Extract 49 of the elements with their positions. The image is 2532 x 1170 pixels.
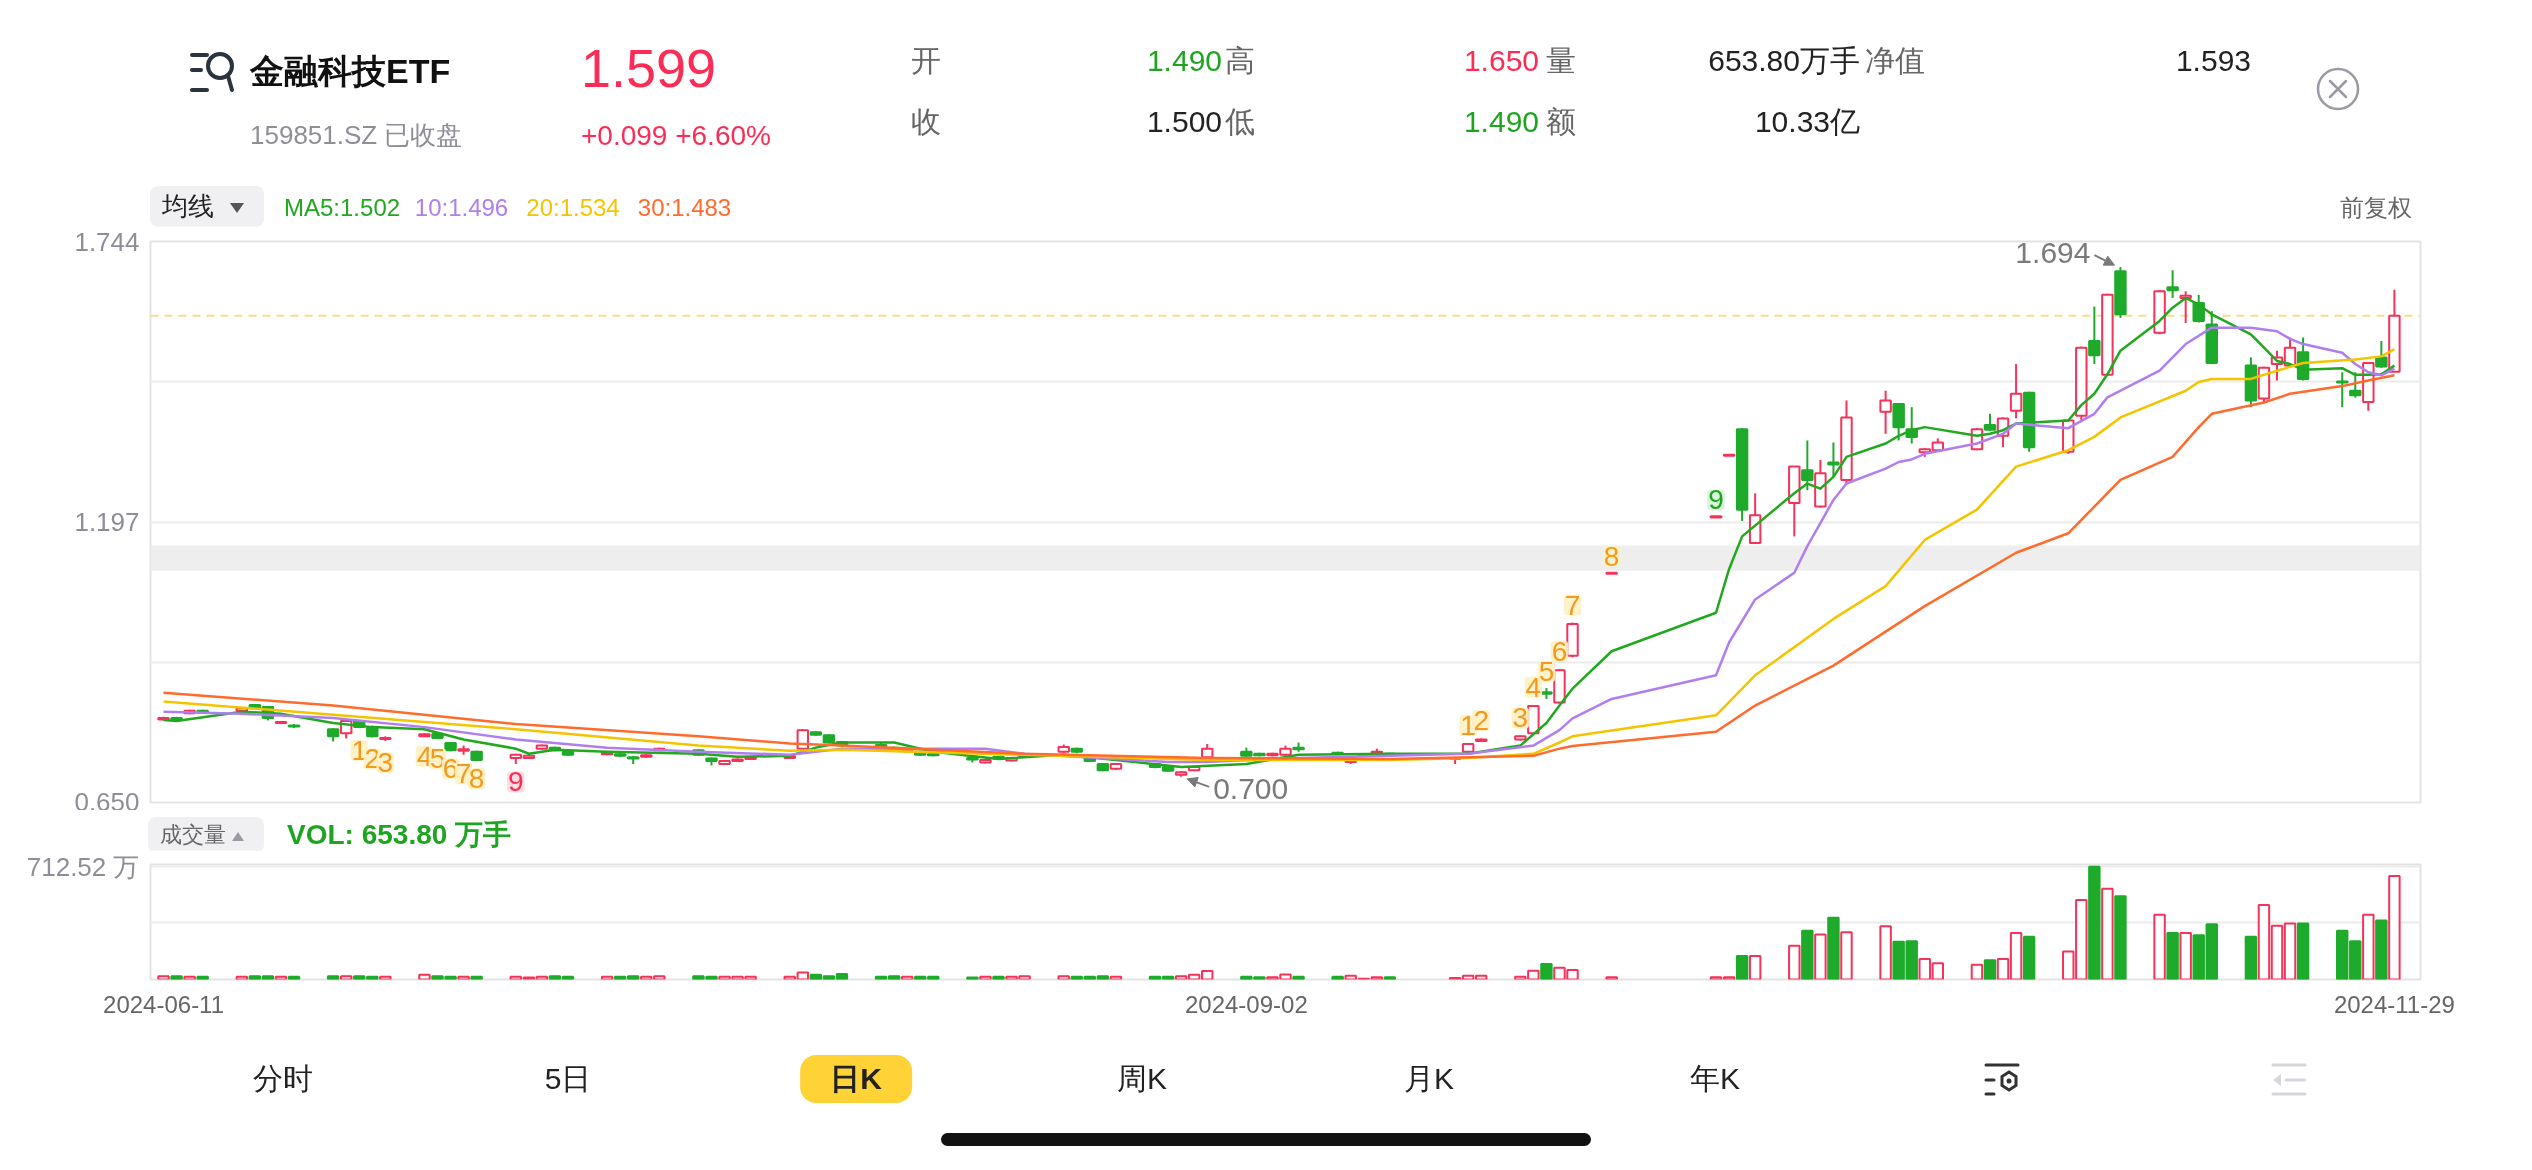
text: 1.490	[1463, 104, 1539, 140]
text: 量	[1546, 43, 1576, 79]
annotation: 1	[1460, 710, 1476, 742]
y-tick-label: 1.197	[74, 507, 140, 537]
y-tick-label: 0.650	[74, 786, 140, 817]
text: 1.490	[1146, 43, 1222, 79]
text: MA5:1.502	[284, 193, 401, 222]
annotation: 1.694	[2015, 236, 2091, 270]
chart-subtitle: 159851.SZ 已收盘	[250, 120, 463, 151]
chart-title: 成交量	[160, 822, 226, 847]
text: VOL: 653.80 万手	[287, 818, 512, 852]
text: 653.80万手	[1708, 43, 1860, 79]
text: 10:1.496	[414, 193, 509, 222]
annotation: 7	[1564, 589, 1581, 621]
text: 周K	[1116, 1061, 1168, 1097]
y-tick-label: 712.52 万	[26, 851, 140, 882]
y-tick-label: 1.744	[74, 226, 140, 257]
text: 月K	[1403, 1061, 1455, 1097]
text: 收	[911, 104, 941, 140]
text: 1.599	[581, 37, 717, 100]
text: 年K	[1689, 1061, 1741, 1097]
x-tick-label: 2024-11-29	[2333, 990, 2455, 1018]
text: +0.099 +6.60%	[581, 119, 771, 153]
text: 1.500	[1146, 104, 1222, 140]
text: 前复权	[2340, 193, 2412, 222]
annotation: 0.700	[1213, 771, 1289, 805]
annotation: 9	[508, 766, 524, 798]
annotation: 3	[1512, 702, 1529, 734]
text: 开	[911, 43, 941, 79]
text: 额	[1546, 104, 1576, 140]
annotation: 3	[377, 747, 394, 778]
text: 20:1.534	[526, 193, 620, 222]
text: 10.33亿	[1754, 104, 1860, 140]
annotation: 9	[1708, 484, 1724, 516]
x-tick-label: 2024-06-11	[103, 990, 225, 1018]
text: 分时	[253, 1061, 313, 1097]
text: 日K	[800, 1055, 912, 1103]
annotation: 8	[1603, 540, 1620, 572]
legend-title: 均线	[162, 191, 214, 221]
text: 高	[1225, 43, 1255, 79]
text: 1.593	[2175, 43, 2251, 79]
annotation: 4	[416, 740, 433, 772]
text: 5日	[544, 1061, 592, 1097]
text: 30:1.483	[637, 193, 732, 222]
text: 净值	[1865, 43, 1925, 79]
text: 1.650	[1463, 43, 1539, 79]
text: 低	[1225, 104, 1255, 140]
x-tick-label: 2024-09-02	[1184, 990, 1308, 1018]
chart-title: 金融科技ETF	[250, 51, 451, 92]
